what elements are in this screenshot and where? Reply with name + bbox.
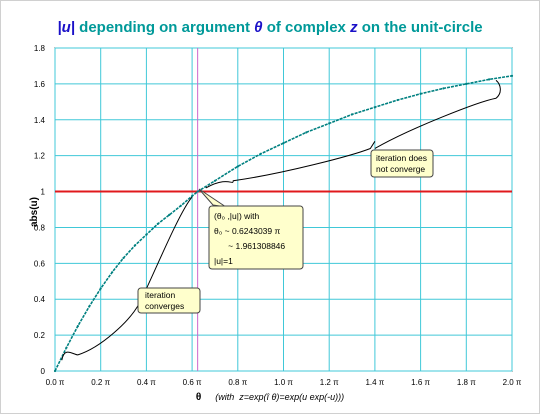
callout-intersection-line4: |u|=1 bbox=[214, 256, 233, 266]
data-point bbox=[373, 106, 376, 109]
data-point bbox=[213, 179, 217, 182]
callout-intersection-box bbox=[208, 205, 304, 270]
y-tick-label: 0.6 bbox=[34, 259, 46, 268]
title-theta: θ bbox=[254, 19, 263, 36]
data-point bbox=[282, 142, 285, 145]
y-tick-label: 0.2 bbox=[34, 331, 46, 340]
data-point bbox=[99, 287, 102, 290]
data-point bbox=[488, 78, 491, 81]
title-prefix: |u| bbox=[57, 19, 75, 36]
data-point bbox=[145, 233, 148, 236]
data-point bbox=[156, 222, 159, 225]
y-axis-label: abs(u) bbox=[29, 197, 40, 227]
x-tick-labels: 0.0 π 0.2 π 0.4 π 0.6 π 0.8 π 1.0 π 1.2 π 1.4 π… bbox=[46, 378, 522, 387]
chart-title: |u| depending on argument θ of complex z… bbox=[57, 19, 482, 36]
data-point bbox=[305, 131, 308, 134]
data-point bbox=[196, 190, 199, 193]
x-tick-label: 0.0 π bbox=[46, 378, 65, 387]
y-tick-label: 0.4 bbox=[34, 295, 46, 304]
series-group bbox=[53, 74, 514, 373]
x-tick-label: 2.0 π bbox=[503, 378, 522, 387]
x-tick-label: 0.4 π bbox=[137, 378, 156, 387]
title-z: z bbox=[349, 19, 358, 36]
callout-intersection: (θ₀ ,|u|) with θ₀ ~ 0.6243039 π ~ 1.9613… bbox=[198, 188, 304, 270]
x-axis-text: (with z=exp(î θ)=exp(u exp(-u))) bbox=[215, 392, 344, 402]
callout-converges: iteration converges bbox=[61, 196, 201, 361]
data-point bbox=[65, 346, 68, 349]
data-point bbox=[465, 82, 468, 85]
y-tick-label: 1.8 bbox=[34, 44, 46, 53]
title-suffix: on the unit-circle bbox=[358, 19, 483, 36]
x-tick-label: 1.6 π bbox=[411, 378, 430, 387]
data-point bbox=[133, 244, 137, 247]
data-point bbox=[179, 204, 182, 208]
data-point bbox=[442, 87, 445, 90]
data-point bbox=[396, 98, 399, 102]
data-point bbox=[510, 74, 514, 77]
x-tick-label: 1.2 π bbox=[320, 378, 339, 387]
y-tick-label: 0.8 bbox=[34, 223, 46, 232]
callout-not-converge: iteration does not converge bbox=[205, 79, 501, 189]
x-tick-label: 1.0 π bbox=[274, 378, 293, 387]
data-point bbox=[88, 305, 91, 308]
x-tick-label: 1.4 π bbox=[365, 378, 384, 387]
y-tick-labels: 0 0.2 0.4 0.6 0.8 1 1.2 1.4 1.6 1.8 bbox=[34, 44, 46, 376]
callout-converges-line1: iteration bbox=[145, 290, 176, 300]
title-middle: depending on argument bbox=[75, 19, 254, 36]
data-point bbox=[328, 122, 331, 125]
data-point bbox=[191, 194, 194, 198]
x-axis-symbol: θ bbox=[196, 392, 201, 403]
callout-converges-box bbox=[137, 287, 201, 314]
data-point bbox=[53, 369, 57, 373]
y-tick-label: 1.2 bbox=[34, 152, 46, 161]
x-tick-label: 0.8 π bbox=[228, 378, 247, 387]
callout-intersection-line2: θ₀ ~ 0.6243039 π bbox=[214, 226, 280, 236]
data-point bbox=[76, 325, 79, 328]
data-point bbox=[111, 271, 114, 274]
data-point bbox=[419, 92, 422, 95]
data-point bbox=[350, 113, 354, 116]
x-tick-label: 0.2 π bbox=[91, 378, 110, 387]
callout-not-converge-box bbox=[370, 149, 434, 178]
callout-intersection-line3: ~ 1.961308846 bbox=[214, 241, 285, 251]
series-line-0 bbox=[54, 75, 513, 372]
brace-not-converge bbox=[205, 79, 501, 189]
data-point bbox=[168, 213, 171, 216]
y-tick-label: 1.4 bbox=[34, 116, 46, 125]
x-axis-label: θ (with z=exp(î θ)=exp(u exp(-u))) bbox=[196, 392, 344, 403]
callout-intersection-line1: (θ₀ ,|u|) with bbox=[214, 211, 260, 221]
y-tick-label: 0 bbox=[41, 367, 46, 376]
x-tick-label: 0.6 π bbox=[183, 378, 202, 387]
callout-not-converge-line1: iteration does bbox=[376, 153, 427, 163]
data-point bbox=[122, 256, 125, 260]
data-point bbox=[259, 152, 262, 155]
y-tick-label: 1 bbox=[41, 188, 46, 197]
callout-not-converge-line2: not converge bbox=[376, 164, 425, 174]
title-of-text: of complex bbox=[263, 19, 351, 36]
y-tick-label: 1.6 bbox=[34, 80, 46, 89]
data-point bbox=[236, 165, 239, 168]
callout-converges-line2: converges bbox=[145, 301, 184, 311]
x-tick-label: 1.8 π bbox=[457, 378, 476, 387]
